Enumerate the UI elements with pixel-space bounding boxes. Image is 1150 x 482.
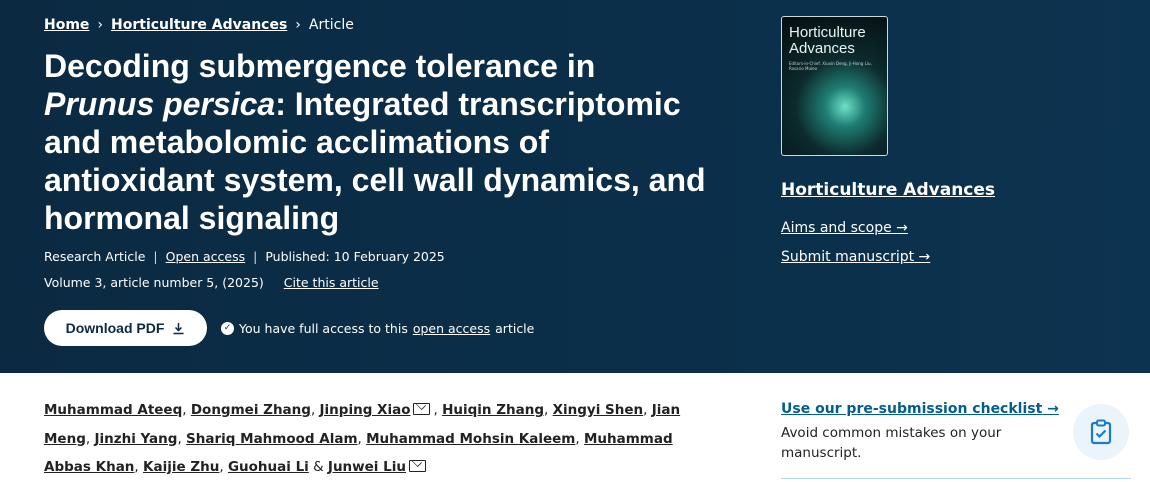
check-circle-icon: ✓ xyxy=(221,321,234,335)
email-icon[interactable] xyxy=(413,403,431,415)
author-link[interactable]: Kaijie Zhu xyxy=(143,459,220,475)
aims-scope-link[interactable]: Aims and scope → xyxy=(781,220,908,236)
article-meta: Research Article | Open access | Published… xyxy=(44,249,445,264)
arrow-right-icon: → xyxy=(918,249,931,265)
submit-manuscript-link[interactable]: Submit manuscript → xyxy=(781,249,931,265)
email-icon[interactable] xyxy=(408,460,426,472)
chevron-right-icon: › xyxy=(295,17,301,33)
arrow-right-icon: → xyxy=(896,220,908,236)
breadcrumb-home[interactable]: Home xyxy=(44,17,90,33)
author-link[interactable]: Muhammad Ateeq xyxy=(44,402,183,418)
open-access-info-link[interactable]: open access xyxy=(412,320,491,336)
checklist-link[interactable]: Use our pre-submission checklist → xyxy=(781,401,1059,417)
author-link[interactable]: Xingyi Shen xyxy=(552,402,644,418)
volume-info: Volume 3, article number 5, (2025) xyxy=(44,275,264,290)
cite-link[interactable]: Cite this article xyxy=(283,275,379,290)
author-link[interactable]: Jinping Xiao xyxy=(319,402,411,418)
published-date: Published: 10 February 2025 xyxy=(265,249,445,264)
author-link[interactable]: Junwei Liu xyxy=(327,459,406,475)
breadcrumb: Home › Horticulture Advances › Article xyxy=(44,17,724,33)
journal-cover[interactable]: Horticulture Advances Editors-in-Chief: … xyxy=(781,16,888,156)
author-link[interactable]: Muhammad Abbas Khan xyxy=(44,430,673,476)
breadcrumb-current: Article xyxy=(308,17,354,33)
checklist-description: Avoid common mistakes on your manuscript… xyxy=(781,425,1002,461)
breadcrumb-journal[interactable]: Horticulture Advances xyxy=(111,17,288,33)
author-link[interactable]: Shariq Mahmood Alam xyxy=(186,430,358,447)
author-link[interactable]: Jinzhi Yang xyxy=(94,430,178,447)
chevron-right-icon: › xyxy=(97,17,104,33)
download-pdf-button[interactable]: Download PDF xyxy=(44,310,207,346)
checklist-panel: Use our pre-submission checklist → Avoid… xyxy=(781,398,1141,479)
article-type: Research Article xyxy=(44,249,146,264)
access-notice: ✓ You have full access to this open acce… xyxy=(221,321,534,336)
clipboard-check-icon xyxy=(1073,404,1129,460)
author-link[interactable]: Huiqin Zhang xyxy=(442,402,545,418)
page-title: Decoding submergence tolerance in Prunus… xyxy=(44,48,706,236)
author-link[interactable]: Jian Meng xyxy=(44,402,681,447)
divider xyxy=(781,478,1131,479)
author-link[interactable]: Guohuai Li xyxy=(227,459,309,475)
author-link[interactable]: Muhammad Mohsin Kaleem xyxy=(366,430,576,447)
author-link[interactable]: Dongmei Zhang xyxy=(190,402,311,418)
open-access-link[interactable]: Open access xyxy=(165,249,246,264)
article-header: Home › Horticulture Advances › Article D… xyxy=(0,0,1150,373)
journal-name-link[interactable]: Horticulture Advances xyxy=(781,180,996,200)
author-list: Muhammad Ateeq, Dongmei Zhang, Jinping X… xyxy=(44,402,681,476)
download-icon xyxy=(173,322,184,334)
